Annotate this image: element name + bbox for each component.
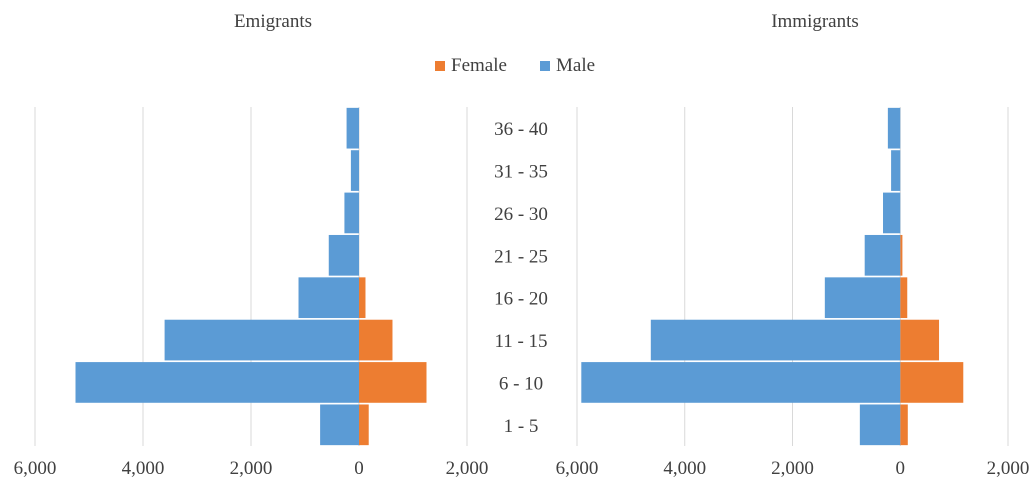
bar-immigrants-male-5 xyxy=(650,319,901,361)
bar-immigrants-female-4 xyxy=(900,277,908,319)
bar-emigrants-female-6 xyxy=(359,362,427,403)
x-tick-label-1-2: 2,000 xyxy=(771,458,814,479)
category-label-4: 16 - 20 xyxy=(494,289,548,310)
bar-emigrants-female-4 xyxy=(359,277,366,319)
panel-title-1: Immigrants xyxy=(771,11,859,32)
bar-immigrants-male-4 xyxy=(824,277,901,319)
bar-immigrants-male-1 xyxy=(891,150,901,191)
bar-immigrants-male-3 xyxy=(864,234,901,276)
bar-immigrants-female-6 xyxy=(900,362,964,403)
bar-emigrants-male-4 xyxy=(298,277,359,319)
bar-immigrants-male-0 xyxy=(887,107,901,149)
category-label-5: 11 - 15 xyxy=(494,331,547,352)
category-label-0: 36 - 40 xyxy=(494,119,548,140)
x-tick-label-0-3: 0 xyxy=(354,458,364,479)
x-tick-label-0-4: 2,000 xyxy=(446,458,489,479)
bar-emigrants-female-7 xyxy=(359,404,369,446)
x-tick-label-1-0: 6,000 xyxy=(556,458,599,479)
legend-label-female: Female xyxy=(451,55,507,76)
category-label-6: 6 - 10 xyxy=(499,373,543,394)
bar-emigrants-male-3 xyxy=(328,234,359,276)
bar-emigrants-male-5 xyxy=(164,319,359,361)
category-label-1: 31 - 35 xyxy=(494,162,548,183)
bar-layer xyxy=(75,107,964,446)
bar-immigrants-male-7 xyxy=(859,404,901,446)
label-layer: Emigrants 6,000 4,000 2,000 0 2,000 Immigrants… xyxy=(14,11,1030,479)
category-label-3: 21 - 25 xyxy=(494,246,548,267)
bar-immigrants-female-7 xyxy=(900,404,908,446)
x-tick-label-0-1: 4,000 xyxy=(122,458,165,479)
bar-emigrants-male-1 xyxy=(350,150,359,191)
legend-label-male: Male xyxy=(556,55,595,76)
category-label-2: 26 - 30 xyxy=(494,204,548,225)
legend: Female Male xyxy=(435,55,595,76)
bar-emigrants-male-0 xyxy=(346,107,359,149)
x-tick-label-1-4: 2,000 xyxy=(987,458,1030,479)
bar-emigrants-male-7 xyxy=(320,404,359,446)
legend-swatch-female xyxy=(435,61,445,71)
x-tick-label-0-0: 6,000 xyxy=(14,458,57,479)
bar-immigrants-female-3 xyxy=(900,234,903,276)
x-tick-label-0-2: 2,000 xyxy=(230,458,273,479)
bar-emigrants-male-2 xyxy=(344,192,359,234)
category-label-7: 1 - 5 xyxy=(504,416,539,437)
legend-swatch-male xyxy=(540,61,550,71)
bar-immigrants-male-2 xyxy=(883,192,901,234)
panel-title-0: Emigrants xyxy=(234,11,312,32)
bar-emigrants-male-6 xyxy=(75,362,359,403)
bar-immigrants-female-5 xyxy=(900,319,940,361)
bar-emigrants-female-5 xyxy=(359,319,393,361)
x-tick-label-1-3: 0 xyxy=(896,458,906,479)
bar-immigrants-male-6 xyxy=(581,362,901,403)
x-tick-label-1-1: 4,000 xyxy=(663,458,706,479)
